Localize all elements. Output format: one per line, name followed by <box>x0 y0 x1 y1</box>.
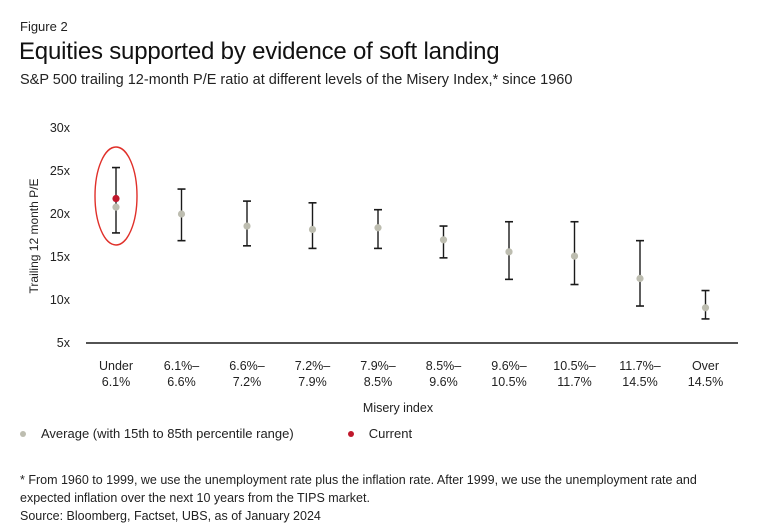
x-tick-label-line2: 11.7% <box>557 375 592 389</box>
x-tick-label-line2: 14.5% <box>622 375 657 389</box>
x-tick-label-line1: 7.9%– <box>360 359 395 373</box>
x-tick-label-line1: 8.5%– <box>426 359 461 373</box>
x-tick-label-line1: 11.7%– <box>619 359 661 373</box>
average-point <box>701 304 710 312</box>
legend-average-label: Average (with 15th to 85th percentile ra… <box>41 426 294 441</box>
x-tick-label-line1: 6.1%– <box>164 359 199 373</box>
x-tick-label-line2: 7.9% <box>298 375 327 389</box>
legend-current-label: Current <box>368 426 413 441</box>
y-tick-label: 30x <box>50 121 71 135</box>
source-note: Source: Bloomberg, Factset, UBS, as of J… <box>20 509 321 523</box>
chart-marks <box>94 146 710 320</box>
y-tick-label: 15x <box>50 250 71 264</box>
x-tick-label-line1: Over <box>692 359 719 373</box>
y-axis-label: Trailing 12 month P/E <box>27 179 41 294</box>
x-tick-label-line1: 10.5%– <box>553 359 595 373</box>
legend-current-marker <box>347 430 354 437</box>
average-point <box>505 248 513 256</box>
average-point <box>308 225 317 234</box>
legend-average-marker <box>20 430 26 437</box>
footnote-line-2: expected inflation over the next 10 year… <box>20 491 370 505</box>
x-axis-label: Misery index <box>363 401 434 415</box>
legend-item-current: Current <box>347 426 413 441</box>
footnote-line-1: * From 1960 to 1999, we use the unemploy… <box>20 473 697 487</box>
x-tick-label-line2: 8.5% <box>364 375 393 389</box>
legend: Average (with 15th to 85th percentile ra… <box>20 426 412 441</box>
x-tick-label-line1: 7.2%– <box>295 359 330 373</box>
chart-subtitle: S&P 500 trailing 12-month P/E ratio at d… <box>20 72 573 88</box>
average-point <box>636 274 644 283</box>
x-tick-label-line2: 9.6% <box>429 375 458 389</box>
average-point <box>112 203 120 211</box>
average-point <box>374 224 382 232</box>
footnote: * From 1960 to 1999, we use the unemploy… <box>20 471 760 525</box>
legend-item-average: Average (with 15th to 85th percentile ra… <box>20 426 294 441</box>
x-tick-label-line2: 10.5% <box>491 375 526 389</box>
average-point <box>243 222 251 230</box>
y-tick-label: 20x <box>50 207 71 221</box>
average-point <box>439 236 448 244</box>
average-point <box>570 252 579 260</box>
x-tick-label-line2: 7.2% <box>233 375 262 389</box>
y-axis-ticks: 5x 10x 15x 20x 25x 30x <box>50 121 71 350</box>
x-tick-label-line2: 6.1% <box>102 375 131 389</box>
x-tick-label-line1: Under <box>99 359 133 373</box>
average-point <box>177 210 186 218</box>
x-axis-ticks: Under 6.1% 6.1%– 6.6% 6.6%– 7.2% 7.2%– 7.9% 7.9%… <box>99 359 723 389</box>
x-tick-label-line2: 6.6% <box>167 375 196 389</box>
y-tick-label: 10x <box>50 293 71 307</box>
current-point <box>112 194 120 203</box>
y-tick-label: 5x <box>57 336 71 350</box>
figure-label: Figure 2 <box>20 19 68 34</box>
x-tick-label-line1: 6.6%– <box>229 359 264 373</box>
x-tick-label-line1: 9.6%– <box>491 359 526 373</box>
current-highlight-ellipse <box>94 146 138 246</box>
y-tick-label: 25x <box>50 164 71 178</box>
x-tick-label-line2: 14.5% <box>688 375 723 389</box>
chart-title: Equities supported by evidence of soft l… <box>19 38 500 65</box>
